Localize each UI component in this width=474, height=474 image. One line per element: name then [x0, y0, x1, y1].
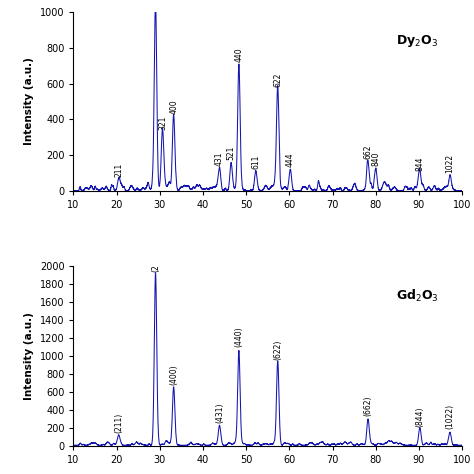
Text: (431): (431): [215, 402, 224, 423]
Text: 844: 844: [415, 156, 424, 171]
Text: 1022: 1022: [446, 154, 455, 173]
Text: 440: 440: [234, 48, 243, 63]
Text: (622): (622): [273, 339, 282, 360]
Text: (222): (222): [151, 252, 160, 272]
Text: (400): (400): [169, 365, 178, 385]
Y-axis label: Intensity (a.u.): Intensity (a.u.): [24, 312, 34, 400]
Text: (440): (440): [234, 327, 243, 347]
Y-axis label: Intensity (a.u.): Intensity (a.u.): [24, 57, 35, 146]
Text: 444: 444: [286, 153, 295, 167]
Text: 611: 611: [251, 155, 260, 169]
Text: 211: 211: [114, 163, 123, 177]
Text: 431: 431: [215, 152, 224, 166]
Text: Gd$_2$O$_3$: Gd$_2$O$_3$: [396, 288, 439, 304]
Text: (1022): (1022): [446, 404, 455, 429]
Text: 400: 400: [169, 100, 178, 114]
Text: (844): (844): [415, 406, 424, 427]
Text: 321: 321: [158, 116, 167, 130]
Text: 622: 622: [273, 73, 282, 88]
Text: (211): (211): [114, 413, 123, 433]
Text: 840: 840: [371, 152, 380, 166]
Text: 662: 662: [364, 145, 373, 159]
Text: 521: 521: [227, 146, 236, 160]
Text: Dy$_2$O$_3$: Dy$_2$O$_3$: [396, 33, 438, 49]
Text: (662): (662): [364, 396, 373, 417]
